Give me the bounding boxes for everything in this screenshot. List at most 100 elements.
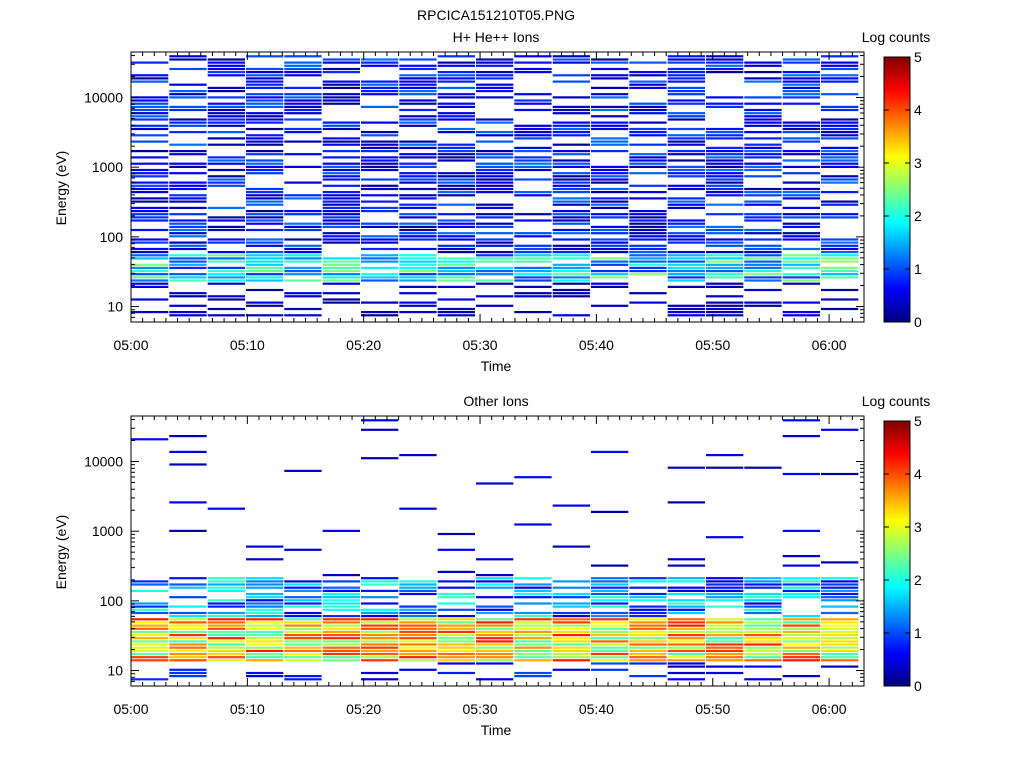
- heatmap-cell: [437, 548, 475, 551]
- heatmap-cell: [706, 156, 744, 159]
- heatmap-cell: [744, 637, 782, 640]
- heatmap-cell: [399, 605, 437, 608]
- heatmap-cell: [169, 244, 207, 247]
- heatmap-cell: [169, 295, 207, 298]
- heatmap-cell: [782, 191, 820, 194]
- heatmap-cell: [322, 124, 360, 127]
- heatmap-cell: [322, 216, 360, 219]
- heatmap-cell: [399, 108, 437, 112]
- heatmap-cell: [169, 596, 207, 599]
- heatmap-cell: [782, 627, 820, 630]
- heatmap-cell: [706, 260, 744, 263]
- heatmap-cell: [131, 266, 169, 269]
- heatmap-cell: [361, 241, 399, 244]
- heatmap-cell: [131, 162, 169, 165]
- heatmap-cell: [629, 159, 667, 162]
- heatmap-cell: [131, 618, 169, 621]
- heatmap-cell: [552, 143, 590, 146]
- heatmap-cell: [476, 216, 514, 219]
- heatmap-cell: [591, 115, 629, 118]
- heatmap-cell: [821, 583, 859, 586]
- heatmap-cell: [744, 71, 782, 74]
- heatmap-cell: [246, 159, 284, 162]
- heatmap-cell: [706, 96, 744, 99]
- heatmap-cell: [591, 181, 629, 184]
- heatmap-cell: [782, 127, 820, 131]
- heatmap-cell: [514, 156, 552, 159]
- heatmap-cell: [399, 630, 437, 633]
- heatmap-cell: [284, 596, 322, 599]
- heatmap-cell: [399, 311, 437, 314]
- heatmap-cell: [437, 285, 475, 288]
- heatmap-cell: [782, 263, 820, 266]
- heatmap-cell: [591, 228, 629, 232]
- heatmap-cell: [514, 127, 552, 131]
- heatmap-cell: [169, 96, 207, 99]
- heatmap-cell: [591, 586, 629, 589]
- heatmap-cell: [361, 659, 399, 662]
- heatmap-cell: [667, 197, 705, 200]
- heatmap-cell: [246, 640, 284, 643]
- heatmap-cell: [744, 279, 782, 282]
- heatmap-cell: [744, 634, 782, 637]
- heatmap-cell: [821, 108, 859, 112]
- heatmap-cell: [782, 137, 820, 140]
- heatmap-cell: [476, 659, 514, 662]
- heatmap-cell: [476, 304, 514, 307]
- heatmap-cell: [437, 194, 475, 197]
- heatmap-cell: [706, 627, 744, 630]
- heatmap-cell: [552, 263, 590, 266]
- heatmap-cell: [131, 611, 169, 615]
- heatmap-cell: [476, 131, 514, 134]
- heatmap-cell: [667, 238, 705, 241]
- heatmap-cell: [667, 150, 705, 153]
- heatmap-cell: [821, 146, 859, 149]
- heatmap-cell: [744, 213, 782, 216]
- heatmap-cell: [284, 86, 322, 89]
- heatmap-cell: [437, 71, 475, 74]
- heatmap-cell: [591, 668, 629, 671]
- heatmap-cell: [782, 659, 820, 662]
- heatmap-cell: [399, 187, 437, 191]
- heatmap-cell: [591, 225, 629, 228]
- heatmap-cell: [437, 570, 475, 573]
- heatmap-cell: [399, 646, 437, 649]
- heatmap-cell: [782, 273, 820, 276]
- heatmap-cell: [284, 105, 322, 108]
- heatmap-cell: [284, 605, 322, 608]
- heatmap-cell: [361, 238, 399, 241]
- heatmap-cell: [207, 71, 245, 74]
- heatmap-cell: [782, 555, 820, 558]
- heatmap-cell: [629, 263, 667, 266]
- panel-title: H+ He++ Ions: [453, 29, 540, 45]
- heatmap-cell: [361, 168, 399, 172]
- heatmap-cell: [476, 244, 514, 247]
- heatmap-cell: [782, 206, 820, 209]
- heatmap-cell: [246, 219, 284, 222]
- heatmap-cell: [131, 637, 169, 640]
- heatmap-cell: [361, 624, 399, 627]
- heatmap-cell: [629, 637, 667, 640]
- heatmap-cell: [782, 90, 820, 93]
- heatmap-cell: [706, 67, 744, 71]
- heatmap-cell: [514, 178, 552, 181]
- heatmap-cell: [361, 150, 399, 153]
- heatmap-cell: [131, 659, 169, 662]
- heatmap-cell: [131, 279, 169, 282]
- heatmap-cell: [821, 618, 859, 621]
- heatmap-cell: [246, 545, 284, 548]
- heatmap-cell: [399, 254, 437, 257]
- heatmap-cell: [821, 134, 859, 137]
- heatmap-cell: [476, 83, 514, 86]
- heatmap-cell: [667, 599, 705, 602]
- heatmap-cell: [744, 118, 782, 121]
- heatmap-cell: [744, 203, 782, 206]
- heatmap-cell: [131, 643, 169, 646]
- heatmap-cell: [437, 184, 475, 187]
- heatmap-cell: [131, 438, 169, 441]
- heatmap-cell: [821, 121, 859, 124]
- heatmap-cell: [514, 583, 552, 586]
- heatmap-cell: [591, 203, 629, 206]
- heatmap-cell: [591, 206, 629, 209]
- heatmap-cell: [476, 178, 514, 181]
